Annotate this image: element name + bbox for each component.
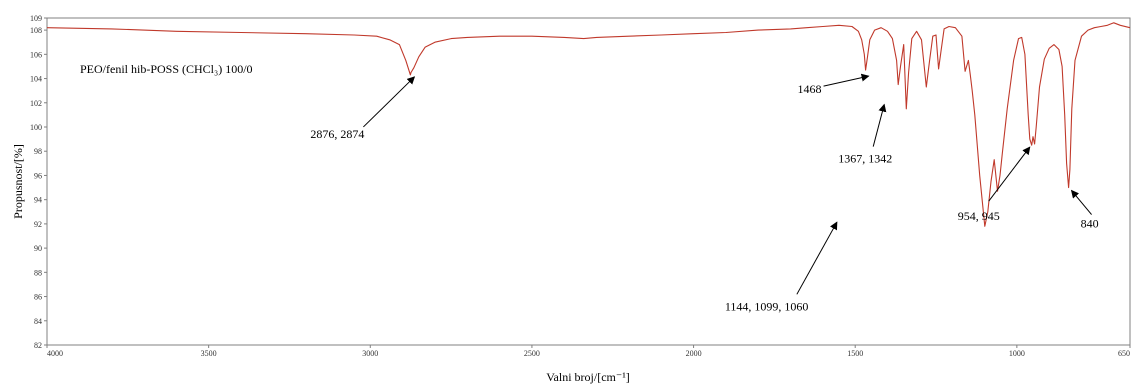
- y-tick-label: 109: [30, 14, 42, 23]
- peak-annotations: 2876, 2874 1468 1367, 1342 1144, 1099, 1060…: [310, 73, 1099, 313]
- sample-label: PEO/fenil hib-POSS (CHCl₃) 100/0: [80, 62, 253, 76]
- y-axis-label: Propusnost/[%]: [11, 144, 25, 219]
- y-tick-label: 82: [34, 341, 42, 350]
- y-tick-label: 84: [34, 317, 42, 326]
- plot-border: [46, 17, 1131, 346]
- y-tick-label: 100: [30, 123, 42, 132]
- annotation-arrow: [363, 76, 416, 128]
- y-tick-label: 104: [30, 75, 42, 84]
- annotation-arrow: [1070, 189, 1092, 215]
- peak-label: 1468: [798, 82, 822, 96]
- spectrum-line: [46, 22, 1131, 227]
- x-tick-label: 3500: [201, 349, 217, 358]
- y-tick-label: 98: [34, 147, 42, 156]
- y-tick-label: 90: [34, 244, 42, 253]
- y-axis-ticks: 82 84 86 88 90 92 94 96 98 100 102 104 106 108 109: [30, 14, 47, 350]
- x-tick-label: 2000: [686, 349, 702, 358]
- y-tick-label: 88: [34, 268, 42, 277]
- x-tick-label: 2500: [524, 349, 540, 358]
- y-tick-label: 94: [34, 196, 42, 205]
- peak-label: 1367, 1342: [838, 152, 892, 166]
- x-tick-label: 1000: [1009, 349, 1025, 358]
- y-tick-label: 106: [30, 50, 42, 59]
- plot-area: [46, 17, 1131, 346]
- peak-label: 2876, 2874: [310, 127, 364, 141]
- y-tick-label: 92: [34, 220, 42, 229]
- x-tick-label: 4000: [47, 349, 63, 358]
- x-tick-label: 1500: [847, 349, 863, 358]
- annotation-arrow: [872, 103, 887, 147]
- peak-label: 840: [1081, 217, 1099, 231]
- peak-label: 1144, 1099, 1060: [725, 299, 809, 313]
- y-tick-label: 86: [34, 293, 42, 302]
- spectrum-series: [46, 22, 1131, 227]
- y-tick-label: 108: [30, 26, 42, 35]
- annotation-arrow: [988, 146, 1031, 202]
- y-tick-label: 96: [34, 171, 42, 180]
- annotation-arrow: [796, 221, 838, 295]
- x-axis-ticks: 4000 3500 3000 2500 2000 1500 1000 650: [46, 345, 1131, 358]
- peak-label: 954, 945: [958, 209, 1000, 223]
- annotation-arrow: [823, 73, 870, 87]
- x-axis-label: Valni broj/[cm⁻¹]: [546, 370, 630, 384]
- x-tick-label: 3000: [362, 349, 378, 358]
- x-tick-label: 650: [1118, 349, 1130, 358]
- y-tick-label: 102: [30, 99, 42, 108]
